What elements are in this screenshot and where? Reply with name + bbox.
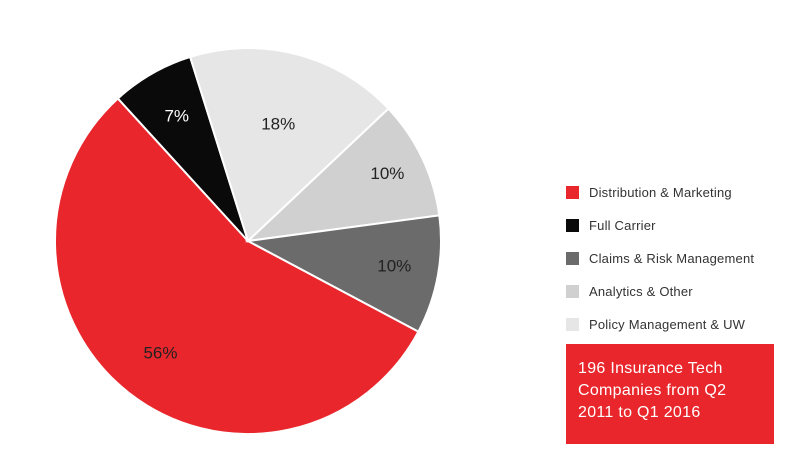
- legend-label: Full Carrier: [589, 218, 656, 233]
- pie-slice-policy-management-uw: [188, 47, 390, 243]
- legend-swatch: [566, 318, 579, 331]
- note-line: 2011 to Q1 2016: [578, 404, 701, 421]
- slice-value-label: 10%: [377, 257, 411, 276]
- slice-value-label: 10%: [370, 164, 404, 183]
- note-line: 196 Insurance Tech: [578, 360, 723, 377]
- legend-label: Distribution & Marketing: [589, 185, 732, 200]
- legend-item-policy-management: Policy Management & UW: [566, 308, 796, 341]
- pie-slice-claims-risk-management: [244, 214, 442, 333]
- legend-item-distribution-marketing: Distribution & Marketing: [566, 176, 796, 209]
- legend-item-full-carrier: Full Carrier: [566, 209, 796, 242]
- legend-label: Claims & Risk Management: [589, 251, 755, 266]
- slice-value-label: 56%: [143, 343, 177, 362]
- slice-value-label: 7%: [164, 107, 189, 126]
- legend-label: Analytics & Other: [589, 284, 693, 299]
- legend-label: Policy Management & UW: [589, 317, 746, 332]
- legend-item-claims-risk: Claims & Risk Management: [566, 242, 796, 275]
- summary-note-box: 196 Insurance Tech Companies from Q2 201…: [566, 344, 774, 444]
- legend-swatch: [566, 285, 579, 298]
- legend-swatch: [566, 252, 579, 265]
- pie-slice-analytics-other: [245, 107, 441, 243]
- legend-swatch: [566, 186, 579, 199]
- legend-swatch: [566, 219, 579, 232]
- chart-legend: Distribution & Marketing Full Carrier Cl…: [566, 176, 796, 341]
- legend-item-analytics-other: Analytics & Other: [566, 275, 796, 308]
- slice-value-label: 18%: [261, 115, 295, 134]
- note-line: Companies from Q2: [578, 382, 727, 399]
- pie-slice-distribution-marketing: [54, 97, 420, 435]
